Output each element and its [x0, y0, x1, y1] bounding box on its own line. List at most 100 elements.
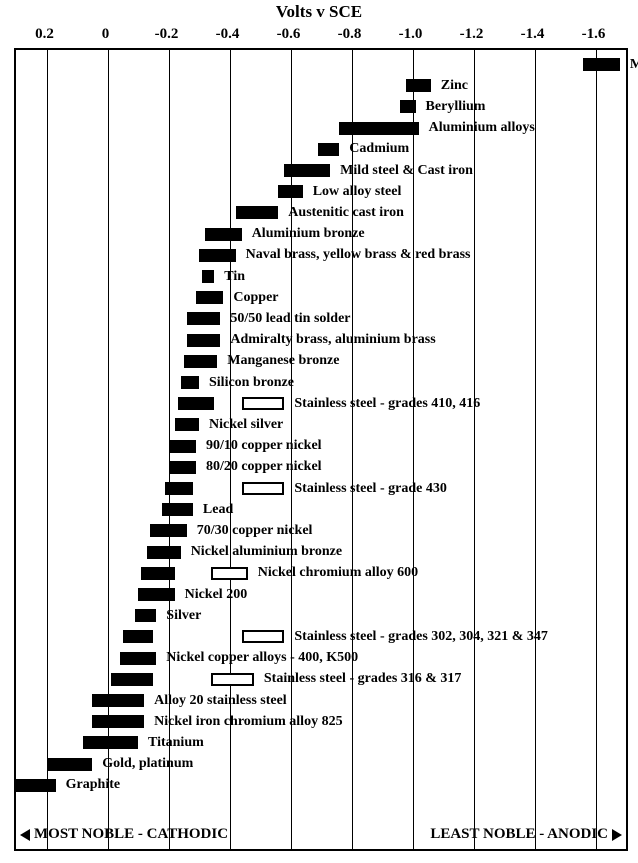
material-label: Aluminium bronze	[252, 226, 365, 242]
material-bar	[135, 609, 156, 622]
material-bar	[318, 143, 339, 156]
material-bar	[150, 524, 187, 537]
material-row: Stainless steel - grade 430	[16, 482, 626, 495]
footer-anodic-label: LEAST NOBLE - ANODIC	[430, 826, 622, 843]
material-row: Austenitic cast iron	[16, 206, 626, 219]
material-row: Silver	[16, 609, 626, 622]
footer-right-text: LEAST NOBLE - ANODIC	[430, 826, 608, 842]
material-label: Austenitic cast iron	[288, 205, 404, 221]
material-bar	[175, 418, 199, 431]
material-row: Nickel iron chromium alloy 825	[16, 715, 626, 728]
material-bar	[16, 779, 56, 792]
material-row: Graphite	[16, 779, 626, 792]
material-label: Aluminium alloys	[429, 120, 535, 136]
material-label: Nickel aluminium bronze	[191, 544, 342, 560]
material-bar	[205, 228, 242, 241]
x-axis-tick-label: -0.6	[277, 26, 301, 43]
material-row: Alloy 20 stainless steel	[16, 694, 626, 707]
footer-cathodic-label: MOST NOBLE - CATHODIC	[20, 826, 228, 843]
material-label: Tin	[224, 269, 245, 285]
material-row: Gold, platinum	[16, 758, 626, 771]
material-label: Admiralty brass, aluminium brass	[230, 332, 435, 348]
x-axis-tick-label: -1.6	[582, 26, 606, 43]
material-label: 80/20 copper nickel	[206, 459, 322, 475]
material-bar	[187, 312, 221, 325]
material-label: Titanium	[148, 735, 204, 751]
material-bar	[169, 461, 196, 474]
x-axis-tick-label: -0.4	[216, 26, 240, 43]
material-row: Tin	[16, 270, 626, 283]
x-axis-tick-label: 0.2	[35, 26, 54, 43]
material-row: Cadmium	[16, 143, 626, 156]
material-row: Admiralty brass, aluminium brass	[16, 334, 626, 347]
material-label: Stainless steel - grades 410, 416	[294, 396, 480, 412]
material-label: Magnesium	[630, 57, 638, 73]
material-label: Mild steel & Cast iron	[340, 163, 473, 179]
material-label: Stainless steel - grades 302, 304, 321 &…	[294, 629, 548, 645]
material-bar	[178, 397, 215, 410]
material-bar	[339, 122, 418, 135]
material-label: Graphite	[66, 777, 120, 793]
material-bar	[583, 58, 620, 71]
material-bar	[181, 376, 199, 389]
chart-title: Volts v SCE	[0, 2, 638, 22]
material-label: Nickel iron chromium alloy 825	[154, 714, 342, 730]
material-label: Copper	[233, 290, 278, 306]
material-row: Beryllium	[16, 100, 626, 113]
plot-area: MOST NOBLE - CATHODIC LEAST NOBLE - ANOD…	[14, 48, 628, 851]
material-label: Zinc	[441, 78, 468, 94]
material-row: Naval brass, yellow brass & red brass	[16, 249, 626, 262]
material-bar	[147, 546, 181, 559]
material-label: 70/30 copper nickel	[197, 523, 313, 539]
material-bar	[162, 503, 193, 516]
material-row: Mild steel & Cast iron	[16, 164, 626, 177]
material-label: Stainless steel - grade 430	[294, 481, 446, 497]
material-row: Low alloy steel	[16, 185, 626, 198]
material-label: Manganese bronze	[227, 353, 339, 369]
material-label: 50/50 lead tin solder	[230, 311, 350, 327]
material-row: Nickel silver	[16, 418, 626, 431]
material-row: Nickel chromium alloy 600	[16, 567, 626, 580]
material-row: 90/10 copper nickel	[16, 440, 626, 453]
material-row: 50/50 lead tin solder	[16, 312, 626, 325]
material-bar-passive	[242, 482, 285, 495]
material-bar	[400, 100, 415, 113]
material-row: Copper	[16, 291, 626, 304]
material-label: Nickel silver	[209, 417, 283, 433]
material-label: Nickel copper alloys - 400, K500	[166, 650, 358, 666]
material-label: Naval brass, yellow brass & red brass	[246, 247, 471, 263]
arrow-left-icon	[20, 829, 30, 841]
material-bar	[169, 440, 196, 453]
material-row: Magnesium	[16, 58, 626, 71]
material-bar	[202, 270, 214, 283]
x-axis-tick-label: -1.2	[460, 26, 484, 43]
material-bar-passive	[211, 673, 254, 686]
galvanic-series-chart: Volts v SCE 0.20-0.2-0.4-0.6-0.8-1.0-1.2…	[0, 0, 638, 863]
material-row: Silicon bronze	[16, 376, 626, 389]
material-bar	[92, 694, 144, 707]
material-row: Zinc	[16, 79, 626, 92]
material-bar	[284, 164, 330, 177]
material-row: Stainless steel - grades 302, 304, 321 &…	[16, 630, 626, 643]
material-bar	[184, 355, 218, 368]
material-label: Low alloy steel	[313, 184, 402, 200]
material-label: Gold, platinum	[102, 756, 193, 772]
material-bar-passive	[242, 630, 285, 643]
material-bar	[138, 588, 175, 601]
material-row: Titanium	[16, 736, 626, 749]
x-axis-tick-label: -0.2	[155, 26, 179, 43]
material-label: Silicon bronze	[209, 375, 294, 391]
material-bar	[123, 630, 154, 643]
material-label: Alloy 20 stainless steel	[154, 693, 287, 709]
material-bar	[406, 79, 430, 92]
material-row: Lead	[16, 503, 626, 516]
material-bar	[47, 758, 93, 771]
material-bar	[199, 249, 236, 262]
x-axis-tick-label: -1.0	[399, 26, 423, 43]
material-bar	[92, 715, 144, 728]
material-bar	[278, 185, 302, 198]
material-label: Cadmium	[349, 141, 409, 157]
material-bar	[196, 291, 223, 304]
arrow-right-icon	[612, 829, 622, 841]
material-label: Silver	[166, 608, 201, 624]
